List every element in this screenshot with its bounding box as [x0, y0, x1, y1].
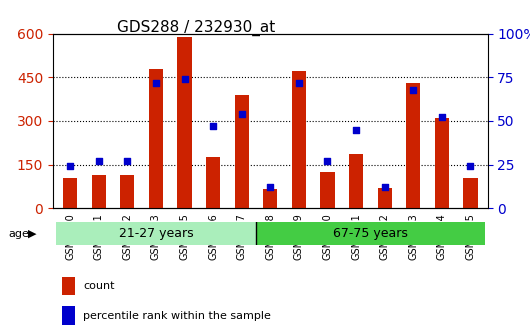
Text: percentile rank within the sample: percentile rank within the sample — [83, 311, 271, 321]
Text: ▶: ▶ — [28, 228, 36, 239]
Bar — [120, 175, 135, 208]
Point — [381, 185, 389, 190]
Point — [323, 159, 332, 164]
Text: GDS288 / 232930_at: GDS288 / 232930_at — [117, 20, 275, 36]
Point — [94, 159, 103, 164]
Bar — [292, 72, 306, 208]
Point — [466, 164, 475, 169]
Bar — [320, 172, 334, 208]
Bar — [349, 155, 363, 208]
FancyBboxPatch shape — [56, 222, 256, 245]
Text: 21-27 years: 21-27 years — [119, 227, 193, 240]
Bar — [149, 69, 163, 208]
Point — [66, 164, 74, 169]
Bar — [435, 118, 449, 208]
Text: age: age — [8, 228, 29, 239]
Point — [209, 124, 217, 129]
Point — [352, 127, 360, 132]
Point — [152, 80, 160, 85]
Point — [438, 115, 446, 120]
Bar — [178, 37, 192, 208]
Point — [295, 80, 303, 85]
Bar — [61, 277, 75, 295]
Point — [266, 185, 275, 190]
Text: count: count — [83, 282, 115, 291]
Point — [409, 87, 418, 92]
Bar — [263, 190, 277, 208]
Bar — [92, 175, 106, 208]
Bar — [463, 178, 478, 208]
Bar — [406, 83, 420, 208]
Bar — [235, 95, 249, 208]
Bar — [63, 178, 77, 208]
Bar — [61, 306, 75, 325]
Point — [237, 111, 246, 117]
Bar — [377, 188, 392, 208]
FancyBboxPatch shape — [256, 222, 485, 245]
Point — [180, 76, 189, 82]
Bar — [206, 157, 220, 208]
Point — [123, 159, 131, 164]
Text: 67-75 years: 67-75 years — [333, 227, 408, 240]
